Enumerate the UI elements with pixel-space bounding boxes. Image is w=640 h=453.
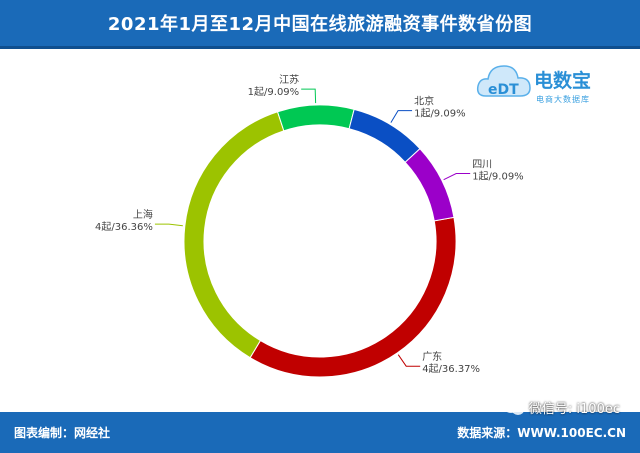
leader-line-3 <box>390 110 413 123</box>
slice-value-label-1: 4起/36.36% <box>95 221 153 233</box>
wechat-id: 微信号: i100ec <box>528 402 620 417</box>
donut-chart: 广东4起/36.37%上海4起/36.36%江苏1起/9.09%北京1起/9.0… <box>95 73 524 378</box>
chart-title-bar: 2021年1月至12月中国在线旅游融资事件数省份图 <box>0 0 640 46</box>
wechat-icon <box>503 400 524 415</box>
cloud-logo-icon: eDT <box>476 65 531 98</box>
donut-slice-3 <box>348 108 421 163</box>
logo-subtitle: 电商大数据库 <box>536 95 590 104</box>
wechat-watermark: 微信号: i100ec <box>503 398 620 417</box>
header-divider <box>0 46 640 49</box>
logo-name: 电数宝 <box>534 70 592 92</box>
leader-line-1 <box>154 223 183 227</box>
slice-name-label-3: 北京 <box>414 95 434 108</box>
donut-chart-area: 广东 4起/36.37% 上海 4起/36.36% 江苏 1起/9.09% 北京 1起/9.0… <box>0 49 640 408</box>
donut-slice-2 <box>276 104 355 132</box>
chart-title: 2021年1月至12月中国在线旅游融资事件数省份图 <box>107 14 533 35</box>
footer-credit: 图表编制：网经社 <box>14 426 111 440</box>
footer-source: 数据来源：WWW.100EC.CN <box>457 426 626 440</box>
slice-value-label-0: 4起/36.37% <box>422 363 480 375</box>
leader-line-2 <box>301 88 317 104</box>
leader-line-0 <box>397 354 421 367</box>
slice-value-label-2: 1起/9.09% <box>248 86 300 98</box>
logo-mark: eDT <box>488 82 519 98</box>
footer-bar: 图表编制：网经社 数据来源：WWW.100EC.CN <box>0 412 640 453</box>
slice-name-label-4: 四川 <box>472 160 492 171</box>
leader-line-4 <box>443 173 471 181</box>
slice-name-label-0: 广东 <box>422 350 442 363</box>
donut-slice-4 <box>404 148 455 222</box>
slice-value-label-4: 1起/9.09% <box>472 171 524 183</box>
slice-value-label-3: 1起/9.09% <box>414 108 466 120</box>
donut-slice-1 <box>183 111 285 359</box>
edt-logo: eDT 电数宝 电商大数据库 <box>474 58 614 114</box>
slice-name-label-2: 江苏 <box>279 73 299 86</box>
slice-name-label-1: 上海 <box>133 208 153 221</box>
